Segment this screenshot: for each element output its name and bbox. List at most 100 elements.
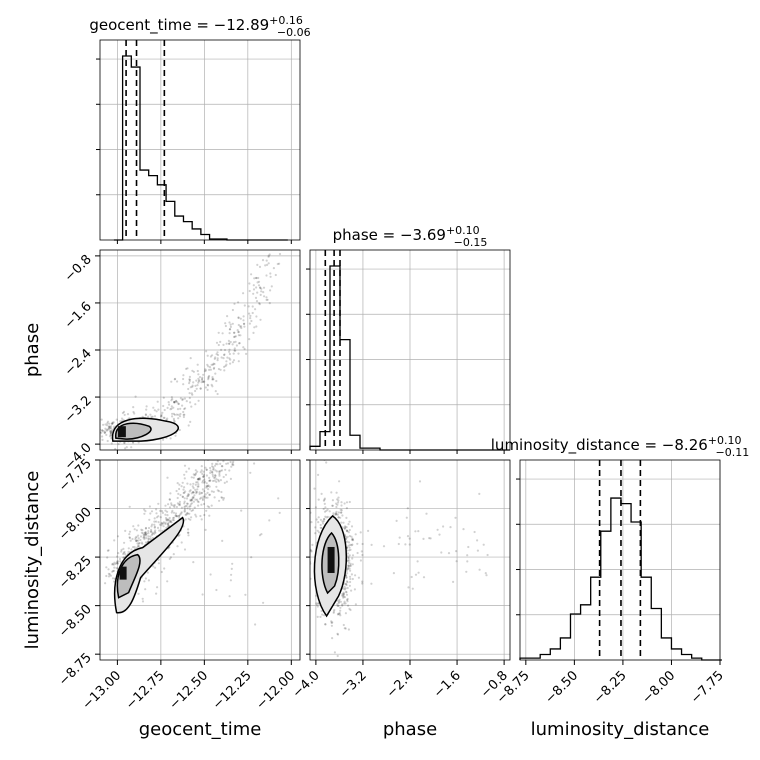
scatter-point: [330, 491, 333, 494]
scatter-point: [203, 478, 206, 481]
scatter-point: [95, 435, 97, 437]
scatter-point: [183, 506, 186, 509]
scatter-point: [194, 403, 197, 406]
scatter-point: [232, 463, 235, 467]
scatter-point: [196, 498, 199, 501]
scatter-point: [172, 504, 175, 507]
scatter-point: [191, 393, 194, 396]
scatter-point: [185, 504, 188, 508]
scatter-point: [176, 380, 179, 383]
scatter-point: [212, 466, 215, 469]
scatter-point: [251, 311, 254, 315]
scatter-point: [213, 479, 216, 482]
scatter-point: [108, 435, 112, 438]
density-contours: [111, 417, 180, 442]
scatter-point: [255, 286, 258, 289]
scatter-point: [197, 377, 200, 380]
scatter-point: [249, 314, 252, 317]
hist-step-phase: [309, 265, 510, 451]
scatter-point: [240, 326, 243, 330]
scatter-point: [422, 537, 425, 541]
density-contours: [113, 516, 185, 614]
scatter-point: [348, 520, 351, 523]
scatter-point: [168, 498, 171, 501]
scatter-point: [191, 491, 194, 494]
scatter-point: [192, 497, 195, 500]
scatter-point: [175, 515, 179, 518]
scatter-point: [350, 573, 353, 576]
scatter-point: [332, 610, 335, 613]
scatter-point: [345, 583, 348, 587]
scatter-point: [231, 462, 234, 465]
scatter-point: [114, 562, 117, 566]
scatter-point: [182, 413, 185, 416]
scatter-point: [183, 397, 186, 400]
scatter-point: [219, 368, 222, 371]
x-tick-label: −3.2: [337, 668, 370, 701]
scatter-point: [211, 385, 214, 388]
scatter-point: [190, 392, 193, 395]
scatter-point: [220, 496, 223, 499]
scatter-point: [164, 513, 167, 516]
scatter-point: [257, 284, 261, 287]
scatter-point: [473, 530, 476, 534]
scatter-point: [167, 503, 170, 506]
scatter-point: [234, 457, 236, 459]
scatter-point: [223, 348, 227, 352]
scatter-point: [129, 539, 132, 542]
scatter-point: [128, 536, 131, 539]
scatter-point: [211, 465, 214, 468]
scatter-point: [201, 481, 204, 484]
scatter-point: [178, 428, 181, 432]
scatter-point: [345, 507, 348, 510]
scatter-point: [206, 383, 209, 386]
scatter-point: [178, 500, 181, 503]
scatter-point: [315, 602, 318, 605]
scatter-point: [190, 405, 193, 408]
scatter-point: [229, 340, 232, 344]
scatter-point: [190, 498, 194, 501]
scatter-point: [208, 476, 211, 479]
scatter-point: [183, 486, 186, 489]
scatter-point: [254, 623, 257, 626]
scatter-point: [429, 537, 432, 540]
scatter-point: [114, 447, 117, 450]
scatter-point: [336, 633, 340, 636]
scatter-point: [181, 481, 184, 484]
scatter-point: [177, 417, 180, 420]
scatter-point: [278, 262, 281, 265]
scatter-point: [343, 502, 346, 505]
scatter-point: [215, 470, 218, 473]
scatter-point: [185, 513, 188, 516]
scatter-point: [350, 525, 354, 528]
scatter-point: [211, 470, 214, 474]
scatter-point: [260, 533, 263, 536]
scatter-point: [203, 513, 206, 517]
scatter-point: [222, 460, 225, 463]
scatter-point: [180, 485, 183, 488]
scatter-point: [317, 516, 320, 519]
scatter-point: [154, 531, 157, 534]
scatter-point: [332, 611, 335, 614]
title-main: luminosity_distance = −8.26: [491, 436, 708, 455]
scatter-point: [206, 484, 209, 488]
scatter-point: [109, 430, 112, 433]
scatter-point: [404, 543, 407, 546]
scatter-point: [202, 502, 206, 506]
scatter-point: [229, 362, 232, 365]
scatter-point: [222, 498, 225, 501]
scatter-point: [160, 415, 163, 418]
scatter-point: [206, 491, 209, 494]
scatter-point: [192, 370, 195, 373]
scatter-point: [317, 602, 320, 605]
scatter-point: [348, 528, 351, 532]
scatter-point: [482, 543, 485, 546]
scatter-point: [130, 548, 133, 551]
scatter-point: [124, 553, 127, 556]
scatter-point: [370, 582, 373, 585]
scatter-point: [231, 361, 234, 364]
scatter-point: [207, 488, 210, 491]
scatter-point: [208, 493, 211, 496]
scatter-point: [201, 498, 204, 502]
y-tick-label: −8.25: [56, 553, 95, 592]
